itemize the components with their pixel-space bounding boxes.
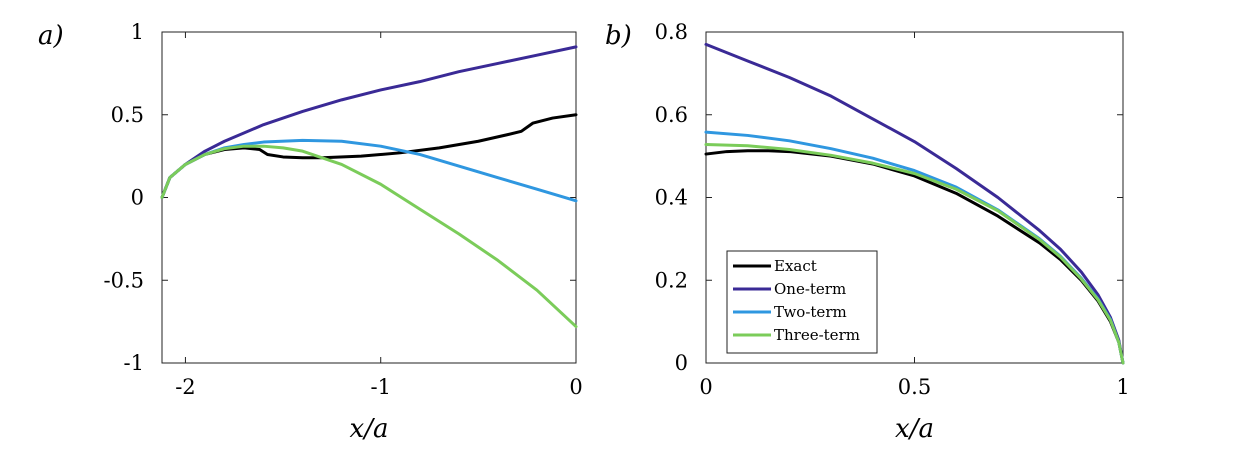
panel-b: b) 0 0.5 1 0 0.2 0.4 0.6 0.8 x/a Exact One-term Two-…	[605, 20, 1130, 444]
plot-frame	[161, 31, 577, 364]
y-tick-label: -1	[124, 351, 144, 375]
y-tick-label: 0	[675, 351, 688, 375]
x-tick-label: 0	[699, 375, 712, 399]
y-tick-label: 0.6	[655, 103, 688, 127]
panel-label: a)	[38, 21, 64, 51]
x-tick-label: 1	[1116, 375, 1129, 399]
y-tick-label: 0	[131, 186, 144, 210]
x-axis-label: x/a	[350, 414, 389, 444]
legend-entry: Exact	[774, 257, 817, 275]
series-line-one-term	[160, 45, 578, 199]
x-tick-label: -2	[175, 375, 195, 399]
y-tick-label: 0.5	[111, 103, 144, 127]
y-tick-label: 1	[131, 20, 144, 44]
legend-entry: One-term	[774, 280, 846, 298]
legend: Exact One-term Two-term Three-term	[726, 250, 878, 354]
legend-entry: Three-term	[774, 326, 860, 344]
panel-a: a) -2 -1 0 -1 -0.5 0 0.5 1 x/a	[38, 20, 583, 444]
x-tick-label: 0.5	[898, 375, 931, 399]
x-tick-label: 0	[569, 375, 582, 399]
series-line-three-term	[160, 144, 578, 329]
y-tick-label: -0.5	[104, 268, 145, 292]
x-axis-label: x/a	[895, 414, 934, 444]
legend-entry: Two-term	[774, 303, 847, 321]
series-line-three-term	[704, 143, 1125, 365]
y-tick-label: 0.2	[655, 268, 688, 292]
series-line-exact	[160, 113, 578, 199]
y-tick-label: 0.4	[655, 186, 688, 210]
y-tick-label: 0.8	[655, 20, 688, 44]
panel-label: b)	[605, 21, 632, 51]
x-tick-label: -1	[370, 375, 390, 399]
